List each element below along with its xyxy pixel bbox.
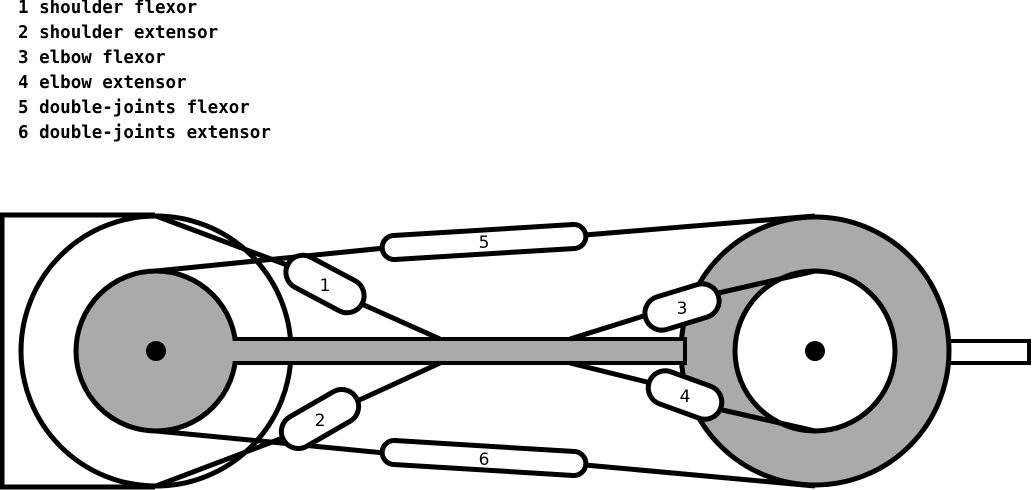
- muscle-4-label: 4: [680, 387, 691, 407]
- tendon-2-bottom: [155, 433, 289, 489]
- upper-arm-bar: [235, 337, 687, 365]
- tendon-3-right: [713, 268, 816, 297]
- elbow-pivot: [805, 341, 825, 361]
- tendon-3-left: [569, 311, 651, 342]
- tendon-4-left: [569, 360, 656, 387]
- tendon-1-bottom: [353, 298, 442, 342]
- bar-joint-fill: [225, 341, 255, 361]
- tendon-2-top: [353, 360, 442, 405]
- tendon-1-top: [155, 213, 296, 271]
- muscle-1: 1: [283, 252, 367, 316]
- legend-item-5: 5 double-joints flexor: [18, 98, 250, 118]
- muscle-6-label: 6: [479, 450, 490, 470]
- muscle-2: 2: [278, 387, 362, 451]
- legend-item-3: 3 elbow flexor: [18, 48, 166, 68]
- legend-item-6: 6 double-joints extensor: [18, 123, 271, 143]
- muscle-3-label: 3: [677, 299, 688, 319]
- tendon-5-right: [584, 213, 816, 238]
- muscle-5: 5: [379, 222, 589, 262]
- muscle-4: 4: [645, 368, 725, 422]
- tendon-4-right: [717, 406, 816, 434]
- legend-item-2: 2 shoulder extensor: [18, 23, 219, 43]
- muscle-1-label: 1: [320, 276, 331, 296]
- muscle-2-label: 2: [315, 411, 326, 431]
- tendon-6-right: [584, 462, 816, 489]
- shoulder-pivot: [146, 341, 166, 361]
- muscle-5-label: 5: [479, 233, 490, 253]
- legend-item-4: 4 elbow extensor: [18, 73, 187, 93]
- legend-item-1: 1 shoulder flexor: [18, 0, 198, 18]
- muscle-3: 3: [642, 281, 722, 333]
- muscle-legend: 1 shoulder flexor 2 shoulder extensor 3 …: [18, 0, 271, 146]
- muscle-6: 6: [379, 438, 589, 478]
- tendons: [155, 213, 816, 489]
